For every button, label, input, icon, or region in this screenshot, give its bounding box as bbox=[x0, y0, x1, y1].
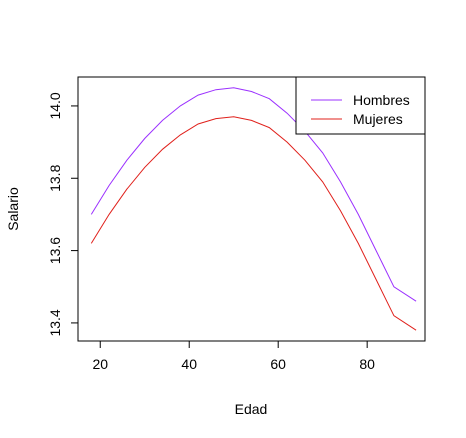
x-tick-label: 40 bbox=[181, 356, 197, 372]
x-axis-title: Edad bbox=[235, 401, 268, 417]
series-line-mujeres bbox=[90, 116, 417, 331]
y-tick-label: 14.0 bbox=[47, 92, 63, 119]
y-axis-title: Salario bbox=[5, 187, 21, 231]
legend-label-mujeres: Mujeres bbox=[353, 111, 403, 127]
x-tick-label: 80 bbox=[359, 356, 375, 372]
x-axis: 20 40 60 80 bbox=[92, 341, 375, 372]
y-tick-label: 13.4 bbox=[47, 309, 63, 336]
legend-box bbox=[295, 76, 426, 135]
plot-box bbox=[77, 76, 426, 342]
x-tick-label: 20 bbox=[92, 356, 108, 372]
legend-label-hombres: Hombres bbox=[353, 92, 410, 108]
legend: Hombres Mujeres bbox=[295, 76, 426, 135]
y-tick-label: 13.8 bbox=[47, 164, 63, 191]
x-tick-label: 60 bbox=[270, 356, 286, 372]
y-axis: 13.4 13.6 13.8 14.0 bbox=[47, 92, 78, 337]
series-line-hombres bbox=[90, 87, 417, 302]
y-tick-label: 13.6 bbox=[47, 237, 63, 264]
series-layer bbox=[90, 87, 417, 331]
